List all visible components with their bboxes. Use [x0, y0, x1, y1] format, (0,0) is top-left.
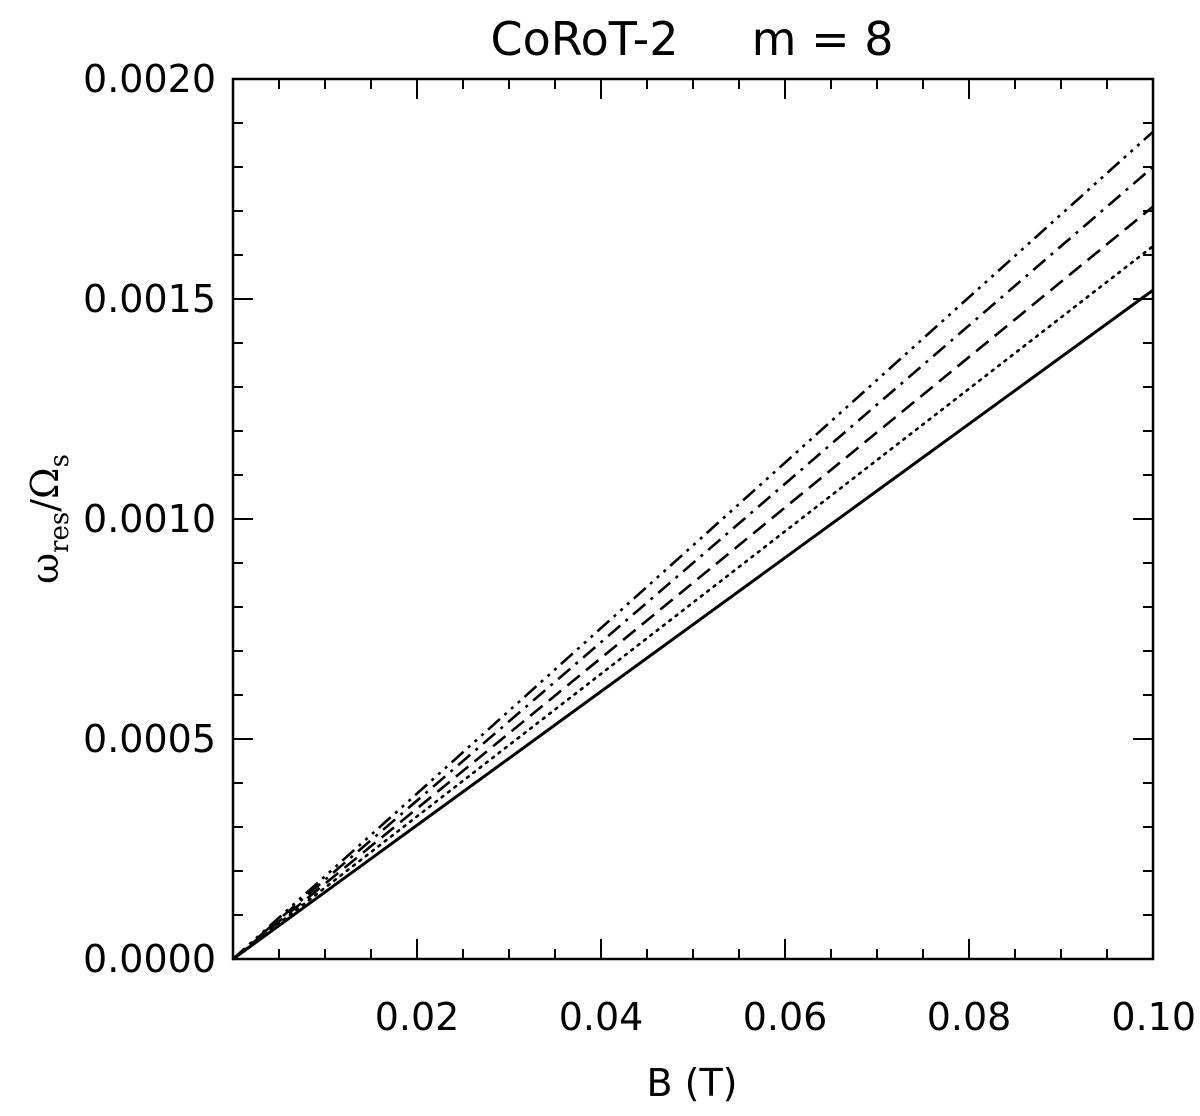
series-line-dash-dot: [232, 166, 1154, 960]
plot-frame: [231, 77, 1155, 961]
y-axis-label-denominator: Ω: [23, 467, 67, 499]
y-tick-label: 0.0020: [83, 57, 216, 101]
y-axis-label-separator: /: [23, 499, 67, 512]
x-tick-label: 0.06: [743, 995, 828, 1039]
y-axis-label-denominator-sub: s: [45, 454, 75, 467]
y-axis-label-main: ω: [23, 553, 67, 584]
chart-title: CoRoT-2 m = 8: [490, 12, 893, 66]
y-tick-label: 0.0005: [83, 717, 216, 761]
y-tick-label: 0.0010: [83, 497, 216, 541]
series-line-dashed: [232, 205, 1154, 961]
y-tick-label: 0.0015: [83, 277, 216, 321]
x-tick-label: 0.10: [1111, 995, 1196, 1039]
y-axis-label-main-sub: res: [45, 512, 75, 553]
y-tick-label: 0.0000: [83, 937, 216, 981]
x-tick-label: 0.02: [375, 995, 460, 1039]
series-line-dotted: [231, 244, 1155, 961]
axis-tick-labels: 0.02 0.04 0.06 0.08 0.10 0.0000 0.0005 0.0010 0.…: [83, 57, 1196, 1039]
y-axis-label: ωres/Ωs: [23, 454, 75, 584]
series-lines: [231, 130, 1155, 961]
x-tick-label: 0.04: [559, 995, 644, 1039]
x-tick-label: 0.08: [927, 995, 1012, 1039]
svg-text:ωres/Ωs: ωres/Ωs: [23, 454, 75, 584]
axis-ticks: [232, 78, 1154, 960]
x-axis-label: B (T): [646, 1061, 737, 1105]
series-line-solid: [232, 288, 1154, 961]
series-line-dash-dot-dot-dot: [232, 130, 1154, 960]
